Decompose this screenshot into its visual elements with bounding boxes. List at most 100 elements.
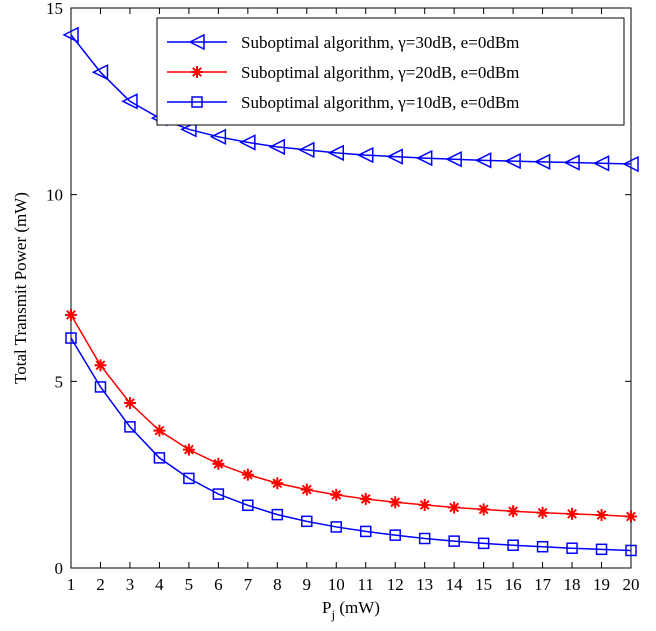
data-point	[209, 128, 227, 146]
legend: Suboptimal algorithm, γ=30dB, e=0dBm Subo…	[156, 17, 625, 126]
data-point	[191, 96, 203, 108]
data-point	[62, 26, 79, 44]
data-point	[359, 525, 372, 538]
x-tick-label: 7	[244, 575, 253, 594]
data-point	[65, 332, 77, 344]
x-tick-label: 9	[303, 575, 312, 594]
data-point	[94, 359, 107, 372]
data-point	[474, 152, 492, 169]
data-point	[477, 537, 490, 550]
data-point	[121, 93, 138, 110]
data-point	[180, 121, 197, 138]
data-point	[241, 468, 254, 481]
data-point	[389, 529, 401, 541]
data-point	[188, 33, 205, 51]
x-tick-label: 19	[593, 575, 610, 594]
x-tick-label: 14	[446, 575, 464, 594]
series-2	[65, 308, 637, 523]
y-tick-label: 0	[55, 559, 64, 578]
data-point	[592, 155, 610, 172]
data-point	[212, 457, 225, 470]
legend-label: Suboptimal algorithm, γ=20dB, e=0dBm	[241, 63, 519, 82]
x-tick-label: 18	[564, 575, 581, 594]
x-tick-label: 13	[416, 575, 433, 594]
data-point	[239, 134, 256, 151]
data-point	[477, 503, 490, 516]
data-point	[124, 421, 136, 433]
data-point	[595, 543, 608, 556]
x-tick-label: 11	[358, 575, 374, 594]
x-tick-label: 12	[387, 575, 404, 594]
data-point	[153, 452, 166, 464]
legend-entry: Suboptimal algorithm, γ=20dB, e=0dBm	[167, 63, 519, 82]
data-point	[330, 488, 343, 501]
data-point	[212, 488, 225, 500]
series-line	[70, 337, 632, 552]
y-tick-label: 10	[46, 186, 63, 205]
data-point	[182, 443, 195, 456]
x-axis-title-unit: (mW)	[335, 598, 380, 617]
data-point	[65, 308, 77, 321]
data-point	[268, 138, 286, 156]
data-point	[94, 381, 107, 393]
data-point	[563, 154, 580, 171]
data-point	[271, 477, 284, 490]
data-point	[416, 149, 433, 167]
data-point	[298, 141, 315, 159]
legend-box	[156, 17, 625, 126]
x-tick-label: 5	[185, 575, 194, 594]
data-point	[625, 544, 637, 557]
data-point	[418, 498, 431, 511]
x-tick-label: 6	[214, 575, 223, 594]
data-point	[242, 499, 254, 512]
data-point	[191, 66, 203, 78]
legend-entry: Suboptimal algorithm, γ=10dB, e=0dBm	[167, 93, 519, 112]
y-tick-label: 5	[55, 372, 64, 391]
data-point	[448, 501, 461, 514]
data-point	[357, 146, 374, 164]
legend-label: Suboptimal algorithm, γ=30dB, e=0dBm	[241, 33, 519, 52]
data-point	[183, 472, 195, 485]
data-point	[271, 508, 284, 521]
x-tick-label: 20	[623, 575, 640, 594]
legend-label: Suboptimal algorithm, γ=10dB, e=0dBm	[241, 93, 519, 112]
x-tick-label: 8	[273, 575, 282, 594]
data-point	[359, 492, 372, 505]
x-axis: 1 2 3 4 5 6 7 8 9 10 11 12 13 14 15 16 17 18 19 20	[67, 8, 640, 594]
y-axis-title: Total Transmit Power (mW)	[11, 192, 30, 384]
x-axis-title: Pj (mW)	[322, 598, 380, 622]
data-point	[566, 507, 579, 520]
data-point	[418, 532, 431, 545]
data-point	[330, 521, 343, 533]
data-point	[533, 153, 551, 171]
x-tick-label: 15	[475, 575, 492, 594]
x-axis-title-subscript: j	[331, 607, 336, 622]
y-tick-label: 15	[46, 0, 63, 18]
data-point	[595, 508, 608, 521]
data-point	[507, 539, 519, 551]
data-point	[91, 63, 109, 81]
x-tick-label: 4	[155, 575, 164, 594]
x-axis-title-main: P	[322, 598, 331, 617]
plot-frame	[70, 7, 632, 569]
series-3	[65, 332, 637, 557]
data-point	[625, 510, 637, 523]
data-point	[448, 535, 460, 547]
data-point	[386, 148, 403, 165]
x-tick-label: 3	[126, 575, 135, 594]
data-point	[536, 506, 549, 519]
data-point	[507, 505, 520, 518]
x-tick-label: 10	[328, 575, 345, 594]
y-axis: 0 5 10 15	[46, 0, 631, 578]
series-line	[70, 314, 632, 518]
data-point	[300, 483, 313, 496]
x-tick-label: 2	[96, 575, 105, 594]
data-point	[123, 396, 136, 409]
x-tick-label: 16	[505, 575, 522, 594]
legend-entry: Suboptimal algorithm, γ=30dB, e=0dBm	[167, 33, 519, 52]
data-point	[622, 155, 639, 173]
x-tick-label: 17	[534, 575, 552, 594]
series-layer	[62, 26, 639, 557]
